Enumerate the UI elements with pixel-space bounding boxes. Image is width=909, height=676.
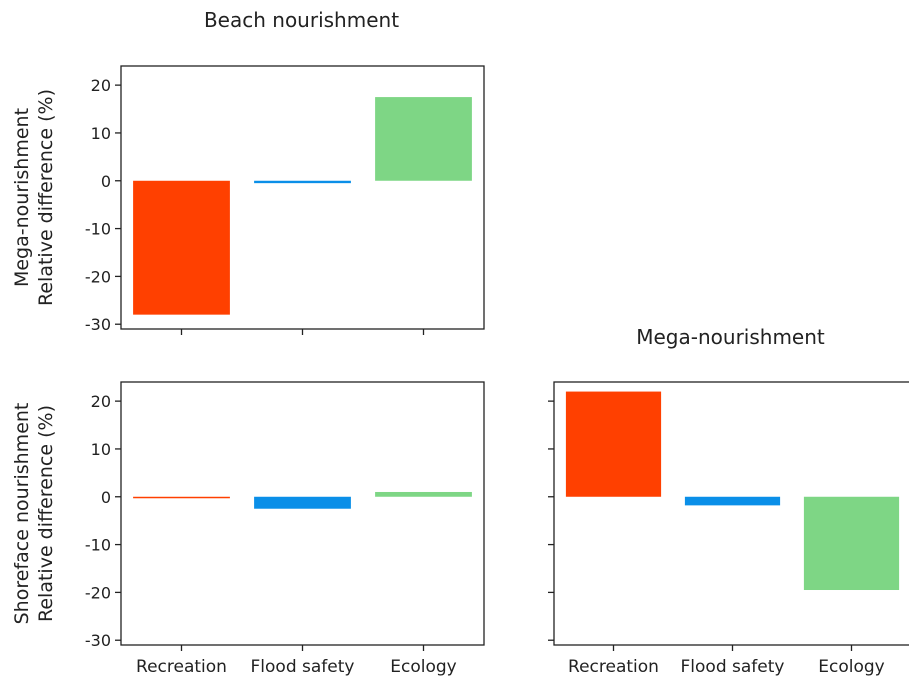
y-tick-label-bottom-left-3: -10 [85,536,111,555]
category-label-bottom-left-2: Ecology [390,657,456,676]
category-label-bottom-right-2: Ecology [818,657,884,676]
y-tick-label-top-left-5: -30 [85,315,111,334]
panel-title-top-left: Beach nourishment [204,8,399,32]
bar-bottom-right-2 [803,496,900,591]
panel-bottom-left: 20 10 0 -10 -20 -30 Recreation Flood safety Ecol… [11,381,485,676]
y-axis-label-bottom-left-0: Shoreface nourishment [11,403,33,625]
panel-bottom-right: Recreation Flood safety Ecology Mega-nouris… [548,325,909,676]
category-label-bottom-right-0: Recreation [568,657,659,676]
bar-top-left-0 [133,180,230,315]
bar-bottom-left-0 [133,496,230,499]
bar-bottom-right-1 [684,496,781,506]
bar-bottom-right-0 [565,391,662,497]
panel-top-left: 20 10 0 -10 -20 -30 Beach nourishment Mega-nour… [11,8,485,335]
y-tick-label-bottom-left-1: 10 [91,440,111,459]
y-axis-label-bottom-left-1: Relative difference (%) [35,405,57,622]
y-tick-label-top-left-3: -10 [85,220,111,239]
category-label-bottom-right-1: Flood safety [681,657,785,676]
bar-top-left-1 [254,180,351,184]
category-label-bottom-left-1: Flood safety [251,657,355,676]
bar-top-left-2 [375,97,472,181]
y-tick-label-bottom-left-4: -20 [85,583,111,602]
y-tick-label-top-left-4: -20 [85,267,111,286]
y-tick-label-bottom-left-5: -30 [85,631,111,650]
y-tick-label-bottom-left-0: 20 [91,392,111,411]
bar-bottom-left-1 [254,496,351,509]
axes-frame-bottom-left [120,381,485,646]
y-axis-label-top-left-1: Relative difference (%) [35,89,57,306]
category-label-bottom-left-0: Recreation [136,657,227,676]
y-tick-label-top-left-0: 20 [91,76,111,95]
y-axis-label-top-left-0: Mega-nourishment [11,108,33,287]
y-tick-label-top-left-1: 10 [91,124,111,143]
y-tick-label-bottom-left-2: 0 [101,488,111,507]
panel-title-bottom-right: Mega-nourishment [636,325,825,349]
bar-bottom-left-2 [375,491,472,497]
y-tick-label-top-left-2: 0 [101,172,111,191]
